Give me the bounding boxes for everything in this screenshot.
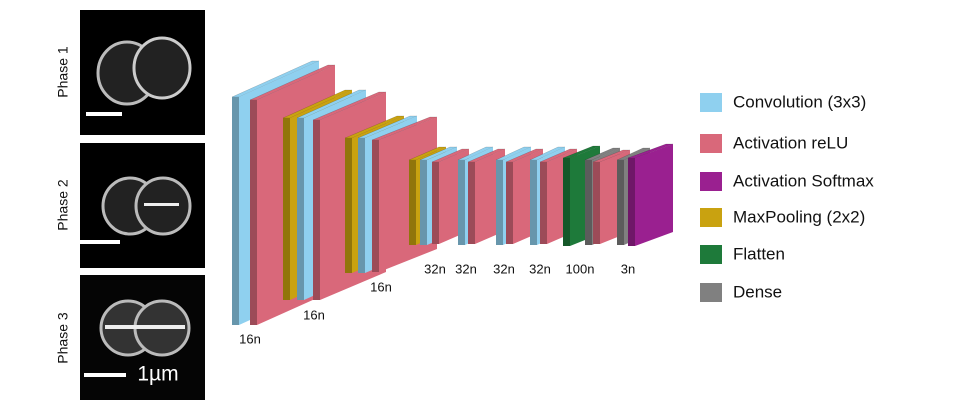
layer-shade [232, 97, 239, 325]
layer-shade [345, 138, 352, 273]
layer-shade [593, 162, 600, 244]
legend-swatch [700, 245, 722, 264]
layer-shade [617, 160, 624, 245]
layer-side [372, 140, 379, 272]
septum [144, 203, 179, 206]
layer-labels: 16n 16n 16n 32n 32n 32n 32n 100n 3n [239, 261, 635, 346]
layer-side [432, 162, 439, 244]
legend-swatch [700, 208, 722, 227]
layer-side [468, 162, 475, 244]
layer-side [458, 160, 465, 245]
layer-side [628, 158, 635, 246]
layer-side [593, 162, 600, 244]
layer-face [635, 144, 673, 246]
layer-shade [530, 160, 537, 245]
layer-side [420, 160, 427, 245]
scale-bar [84, 373, 126, 377]
legend-label: Flatten [733, 244, 785, 263]
scale-label: 1µm [137, 363, 178, 386]
legend-swatch [700, 172, 722, 191]
layer-side [530, 160, 537, 245]
layer-shade [628, 158, 635, 246]
layer-side [506, 162, 513, 244]
micrographs: 1µm Phase 1 Phase 2 Phase 3 [55, 10, 205, 400]
layer-side [250, 100, 257, 325]
scale-bar [86, 112, 122, 116]
layer-label: 32n [455, 261, 477, 276]
layer-side [297, 118, 304, 300]
layer-side [409, 160, 416, 245]
legend-label: Activation Softmax [733, 171, 874, 190]
layer-shade [372, 140, 379, 272]
cell [132, 36, 192, 100]
layer-side [563, 158, 570, 246]
legend-label: Convolution (3x3) [733, 92, 866, 111]
layer-side [617, 160, 624, 245]
layer-side [540, 162, 547, 244]
layer-label: 16n [370, 279, 392, 294]
layer-label: 16n [239, 331, 261, 346]
layer-shade [506, 162, 513, 244]
layer-shade [409, 160, 416, 245]
layer-shade [468, 162, 475, 244]
legend-swatch [700, 134, 722, 153]
layer-side [358, 138, 365, 273]
layer-shade [250, 100, 257, 325]
layer-shade [540, 162, 547, 244]
layer-label: 32n [424, 261, 446, 276]
layer-shade [283, 118, 290, 300]
layer-label: 3n [621, 261, 635, 276]
phase-label: Phase 2 [55, 179, 71, 231]
layer-shade [432, 162, 439, 244]
layer-shade [585, 160, 592, 245]
network-layers [231, 60, 674, 325]
phase-label: Phase 3 [55, 312, 71, 364]
layer-side [585, 160, 592, 245]
scale-bar [80, 240, 120, 244]
layer-shade [420, 160, 427, 245]
septum [105, 325, 185, 329]
layer-side [283, 118, 290, 300]
layer-shade [313, 120, 320, 300]
layer-side [313, 120, 320, 300]
layer-label: 32n [529, 261, 551, 276]
legend-label: Dense [733, 282, 782, 301]
legend-swatch [700, 93, 722, 112]
layer-shade [297, 118, 304, 300]
layer-side [232, 97, 239, 325]
layer-label: 32n [493, 261, 515, 276]
legend-label: Activation reLU [733, 133, 848, 152]
layer-shade [496, 160, 503, 245]
layer-shade [358, 138, 365, 273]
layer-side [345, 138, 352, 273]
layer-shade [563, 158, 570, 246]
layer-label: 100n [566, 261, 595, 276]
phase-label: Phase 1 [55, 46, 71, 98]
layer-shade [458, 160, 465, 245]
layer-side [496, 160, 503, 245]
layer-label: 16n [303, 307, 325, 322]
legend-swatch [700, 283, 722, 302]
legend: Convolution (3x3) Activation reLU Activati… [700, 92, 874, 302]
legend-label: MaxPooling (2x2) [733, 207, 865, 226]
